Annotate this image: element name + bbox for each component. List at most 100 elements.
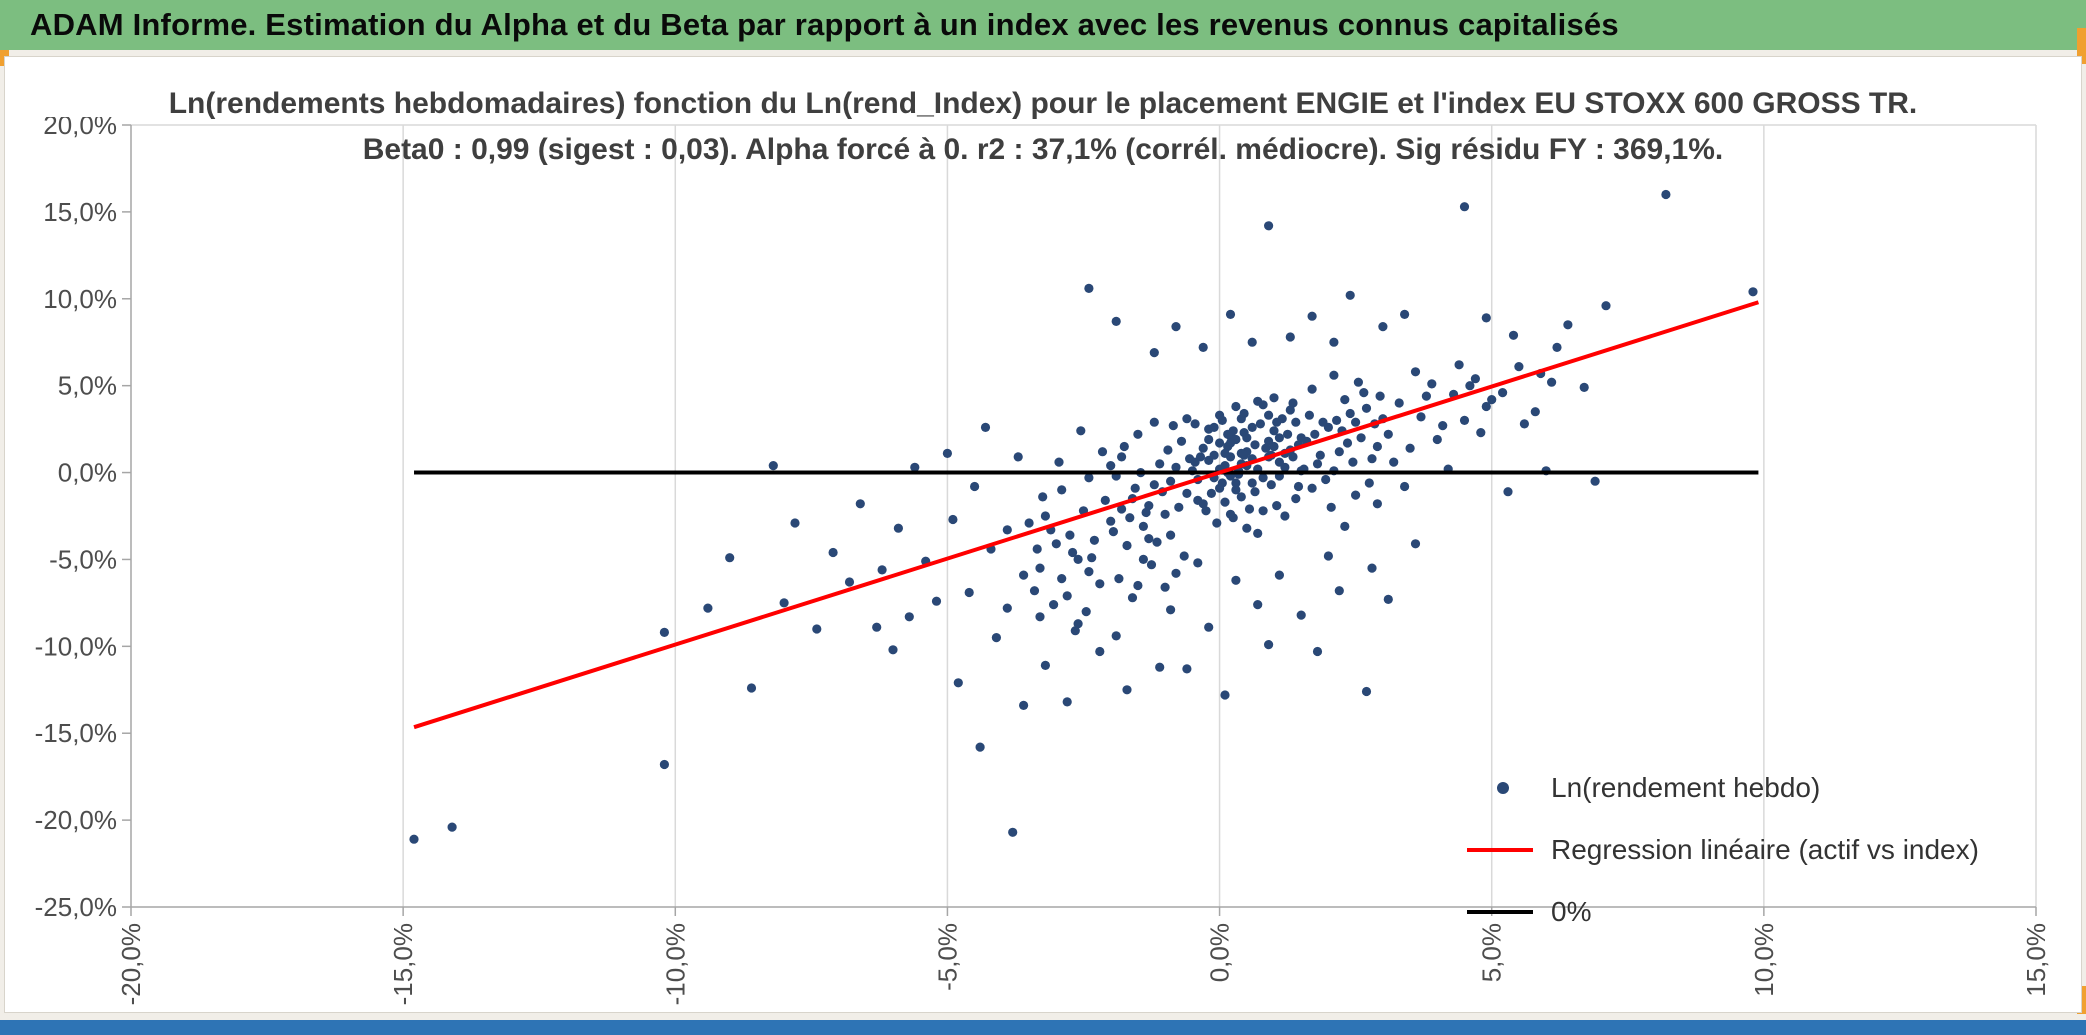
scatter-point: [1291, 417, 1301, 427]
scatter-point: [1274, 433, 1284, 443]
scatter-point: [1405, 443, 1415, 453]
scatter-point: [1272, 417, 1282, 427]
legend-item-scatter[interactable]: Ln(rendement hebdo): [1467, 757, 1979, 819]
scatter-point: [812, 624, 822, 634]
svg-text:-5,0%: -5,0%: [932, 923, 962, 991]
scatter-point: [1293, 481, 1304, 492]
svg-text:10,0%: 10,0%: [43, 284, 117, 314]
scatter-point: [1359, 388, 1369, 398]
scatter-point: [1097, 447, 1108, 457]
scatter-point: [1283, 429, 1293, 439]
legend-item-regression[interactable]: Regression linéaire (actif vs index): [1467, 819, 1979, 881]
legend-label-scatter: Ln(rendement hebdo): [1551, 772, 1821, 803]
scatter-point: [1062, 697, 1072, 707]
scatter-point: [1174, 502, 1184, 512]
scatter-point: [1748, 287, 1758, 297]
scatter-point: [1179, 551, 1189, 561]
scatter-point: [1146, 560, 1157, 570]
chart-legend[interactable]: Ln(rendement hebdo) Regression linéaire …: [1467, 757, 1979, 943]
scatter-chart[interactable]: 20,0% 15,0% 10,0% 5,0% 0,0% -5,0% -10,0% -15,0%…: [31, 117, 2051, 1017]
scatter-point: [659, 627, 670, 637]
scatter-point: [1247, 422, 1257, 432]
scatter-point: [725, 553, 735, 563]
scatter-point: [1285, 332, 1295, 342]
svg-text:-15,0%: -15,0%: [388, 923, 418, 1005]
scatter-point: [1130, 483, 1140, 493]
scatter-point: [1563, 320, 1573, 330]
scatter-point: [409, 834, 419, 844]
scatter-point: [844, 577, 855, 587]
scatter-point: [1223, 429, 1233, 439]
legend-label-regression: Regression linéaire (actif vs index): [1551, 834, 1979, 865]
scatter-point: [855, 499, 865, 509]
scatter-point: [1261, 443, 1271, 453]
chart-area[interactable]: 20,0% 15,0% 10,0% 5,0% 0,0% -5,0% -10,0% -15,0%…: [4, 56, 2082, 1013]
scatter-point: [1070, 626, 1080, 636]
scatter-point: [1002, 525, 1012, 535]
scatter-point: [1176, 436, 1187, 446]
scatter-point: [1334, 447, 1344, 457]
scatter-series[interactable]: [409, 189, 1758, 844]
scatter-point: [1432, 434, 1442, 445]
scatter-point: [1193, 558, 1203, 568]
scatter-point: [1225, 309, 1236, 319]
scatter-point: [980, 422, 991, 432]
scatter-point: [1095, 646, 1105, 657]
scatter-point: [931, 596, 942, 606]
scatter-point: [1095, 579, 1105, 589]
scatter-point: [1171, 462, 1181, 472]
scatter-point: [1280, 511, 1290, 521]
scatter-point: [1590, 476, 1600, 486]
horizontal-scrollbar[interactable]: [0, 1020, 2086, 1035]
scatter-point: [1579, 382, 1589, 392]
scatter-point: [1054, 457, 1064, 467]
legend-item-zero[interactable]: 0%: [1467, 881, 1979, 943]
scatter-point: [1138, 554, 1148, 564]
scatter-point: [1231, 478, 1241, 488]
scatter-point: [1019, 700, 1029, 711]
scatter-point: [1163, 445, 1173, 455]
scatter-point: [1601, 301, 1611, 311]
scatter-point: [1171, 322, 1181, 332]
scatter-point: [1400, 481, 1410, 492]
scatter-point: [1372, 441, 1382, 452]
scatter-point: [1348, 457, 1358, 467]
scatter-point: [1266, 480, 1276, 490]
regression-line-series[interactable]: [413, 300, 1760, 730]
scatter-point: [1353, 377, 1363, 387]
scatter-point: [1160, 582, 1170, 592]
scatter-point: [1264, 410, 1274, 420]
scatter-point: [1375, 391, 1385, 401]
banner-title: ADAM Informe. Estimation du Alpha et du …: [30, 7, 1619, 42]
scatter-point: [1264, 221, 1274, 231]
scatter-point: [1204, 455, 1214, 465]
scatter-point: [1383, 594, 1393, 604]
svg-text:10,0%: 10,0%: [1749, 923, 1779, 997]
scatter-point: [703, 603, 713, 613]
scatter-point: [1057, 574, 1067, 584]
scatter-point: [1198, 443, 1208, 453]
scatter-dot-marker-icon: [1497, 782, 1509, 794]
scatter-point: [1498, 388, 1508, 398]
scatter-point: [1481, 401, 1491, 412]
scatter-point: [1236, 492, 1246, 502]
svg-text:15,0%: 15,0%: [43, 197, 117, 227]
scatter-point: [1315, 450, 1325, 460]
svg-text:-25,0%: -25,0%: [35, 892, 117, 922]
scatter-point: [1250, 440, 1260, 450]
scatter-point: [1206, 488, 1216, 498]
scatter-point: [1307, 483, 1317, 493]
scatter-point: [1166, 605, 1176, 615]
scatter-point: [1459, 202, 1470, 212]
scatter-point: [1280, 462, 1290, 472]
scatter-point: [1182, 414, 1192, 424]
x-axis-labels: -20,0% -15,0% -10,0% -5,0% 0,0% 5,0% 10,0% 15,0…: [116, 923, 2051, 1005]
scatter-point: [1503, 487, 1513, 497]
scatter-point: [1138, 521, 1148, 531]
scatter-point: [964, 587, 974, 598]
scatter-point: [1296, 610, 1306, 620]
scatter-point: [1065, 530, 1075, 540]
scatter-point: [1356, 433, 1366, 443]
scatter-point: [1465, 381, 1475, 391]
scatter-point: [1155, 459, 1165, 469]
